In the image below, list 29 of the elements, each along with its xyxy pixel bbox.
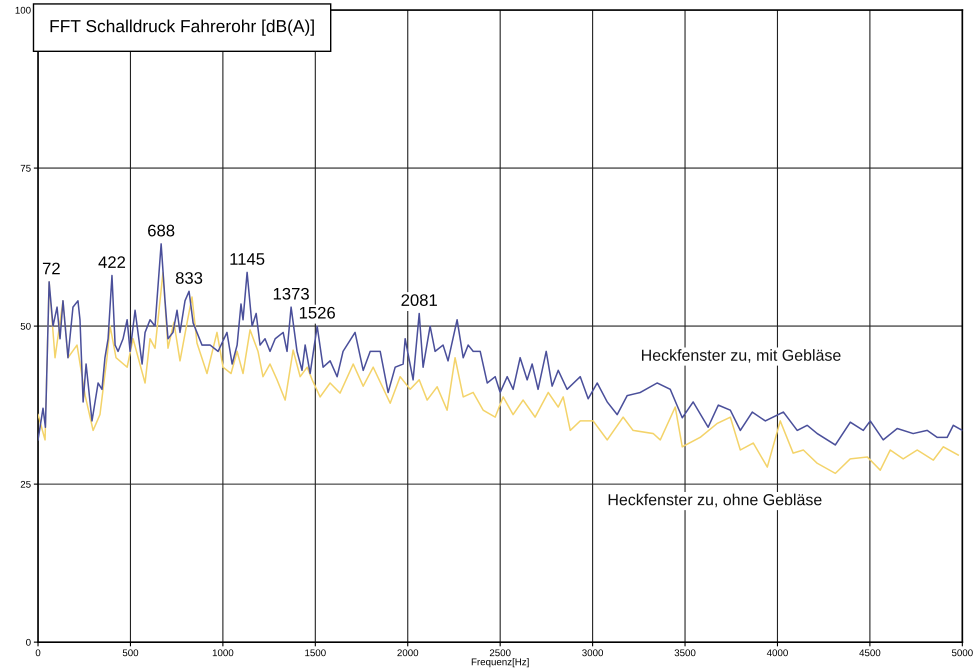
annotation: 833 [176, 272, 202, 284]
y-tick-label: 25 [20, 480, 31, 488]
annotation: 1526 [300, 306, 335, 319]
annotation: 2081 [402, 294, 437, 306]
line-series [38, 243, 962, 446]
x-tick-label: 500 [122, 649, 138, 656]
y-tick-label: 50 [20, 322, 31, 330]
x-tick-label: 1500 [305, 649, 326, 656]
x-tick-label: 2500 [490, 649, 511, 656]
annotation: 422 [98, 256, 126, 268]
x-tick-label: 3500 [674, 649, 696, 656]
y-tick-label: 100 [16, 6, 31, 14]
y-tick-label: 75 [20, 164, 31, 172]
annotation: 688 [148, 224, 174, 236]
x-tick-label: 4500 [859, 649, 880, 656]
x-tick-label: 3000 [582, 649, 604, 656]
x-tick-label: 0 [36, 649, 40, 656]
annotation: 1373 [274, 288, 309, 300]
x-tick-label: 1000 [212, 649, 234, 656]
x-tick-label: 5000 [952, 649, 973, 656]
series-label: Heckfenster zu, ohne Gebläse [608, 494, 822, 508]
series-label: Heckfenster zu, mit Gebläse [642, 349, 841, 363]
text: FFT Schalldruck Fahrerohr [dB(A)] [50, 20, 314, 36]
x-tick-label: 4000 [766, 649, 788, 656]
y-tick-label: 0 [26, 638, 31, 646]
x-tick-label: 2000 [397, 649, 418, 656]
annotation: 1145 [230, 253, 264, 265]
annotation: 72 [42, 262, 60, 274]
x-axis-title: Frequenz[Hz] [472, 658, 529, 668]
